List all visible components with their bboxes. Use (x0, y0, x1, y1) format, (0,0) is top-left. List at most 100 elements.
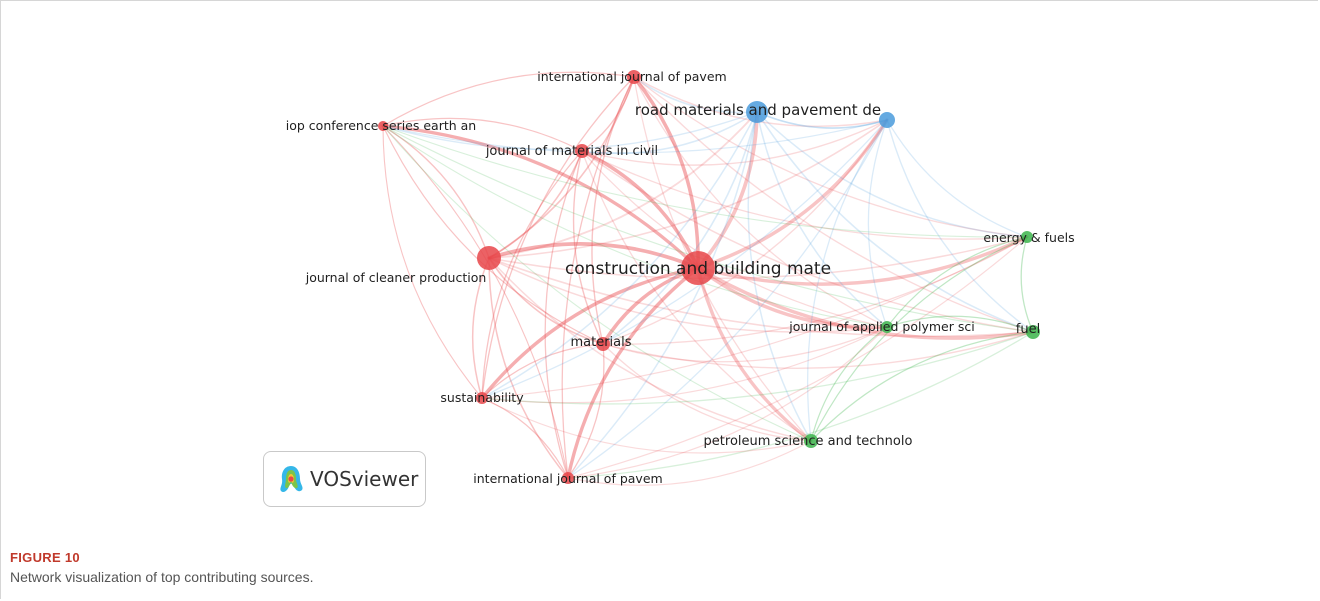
network-edge (581, 150, 812, 442)
network-edge (867, 119, 888, 328)
network-edge (696, 235, 1029, 286)
network-visualization[interactable]: construction and building mate journal of… (0, 0, 1320, 545)
network-node-rmpd[interactable] (746, 101, 768, 123)
network-edge (487, 242, 700, 270)
network-edge (572, 150, 604, 345)
network-edge (481, 236, 1028, 399)
network-edge (602, 119, 888, 345)
network-edge (480, 266, 700, 400)
node-label-japs[interactable]: journal of applied polymer sci (788, 319, 974, 334)
node-label-iop[interactable]: iop conference series earth an (286, 118, 476, 133)
node-label-jcp[interactable]: journal of cleaner production (305, 270, 487, 285)
figure-caption-text: Network visualization of top contributin… (10, 569, 314, 585)
network-edge (481, 111, 758, 399)
network-node-ijp1[interactable] (627, 70, 641, 84)
network-edge (481, 331, 1034, 405)
network-edge (602, 343, 812, 442)
network-edge (488, 111, 758, 259)
network-node-blue2[interactable] (879, 112, 895, 128)
network-edge (488, 257, 1034, 337)
network-node-jmc[interactable] (575, 144, 589, 158)
network-edge (481, 76, 635, 399)
network-edge (602, 331, 1034, 369)
network-node-pst[interactable] (804, 434, 818, 448)
network-edge (581, 150, 1034, 333)
network-node-sus[interactable] (476, 392, 488, 404)
network-edge (567, 440, 812, 486)
network-edge (481, 397, 569, 479)
network-edge (581, 150, 888, 328)
network-edge (756, 111, 1028, 238)
node-label-jmc[interactable]: journal of materials in civil (485, 144, 658, 159)
edge-layer (381, 71, 1035, 486)
network-edge (810, 331, 1034, 442)
network-edge (632, 75, 700, 270)
node-label-sus[interactable]: sustainability (440, 390, 524, 405)
network-edge (481, 343, 604, 399)
network-edge (488, 257, 812, 442)
network-edge (488, 119, 888, 259)
vosviewer-brand-text: VOSviewer (310, 467, 419, 491)
network-edge (696, 266, 813, 443)
network-edge (566, 266, 700, 480)
network-edge (544, 150, 583, 479)
network-edge (886, 119, 1034, 333)
network-edge (581, 150, 1028, 240)
network-edge (561, 76, 635, 479)
network-edge (602, 236, 1028, 345)
node-label-mat[interactable]: materials (570, 335, 631, 350)
network-edge (696, 266, 889, 329)
network-edge (382, 125, 490, 259)
network-node-iop[interactable] (378, 121, 388, 131)
network-edge (382, 125, 604, 345)
network-edge (567, 331, 1034, 479)
network-edge (696, 110, 759, 270)
network-node-ef[interactable] (1021, 231, 1033, 243)
label-layer: construction and building mate journal of… (286, 69, 1075, 486)
network-edge (481, 397, 812, 454)
node-label-ef[interactable]: energy & fuels (983, 230, 1074, 245)
vosviewer-logo: VOSviewer (263, 451, 426, 507)
network-edge (756, 111, 1034, 333)
network-edge (886, 119, 1028, 238)
network-edge (747, 111, 812, 442)
network-edge (886, 236, 1028, 328)
node-label-fuel[interactable]: fuel (1016, 322, 1040, 337)
network-node-japs[interactable] (881, 321, 893, 333)
network-edge (633, 76, 758, 114)
network-edge (382, 111, 758, 151)
node-label-ijp1[interactable]: international journal of pavem (537, 69, 726, 84)
network-edge (567, 236, 1028, 479)
network-node-ijp2[interactable] (562, 472, 574, 484)
network-edge (567, 343, 605, 479)
network-node-jcp[interactable] (477, 246, 501, 270)
network-edge (756, 111, 888, 328)
network-edge (602, 326, 888, 363)
network-node-fuel[interactable] (1026, 325, 1040, 339)
network-edge (810, 236, 1028, 442)
network-edge (581, 111, 758, 155)
node-label-cbm[interactable]: construction and building mate (565, 259, 831, 279)
node-label-pst[interactable]: petroleum science and technolo (704, 434, 913, 449)
network-edge (1020, 236, 1034, 333)
network-edge (567, 111, 758, 479)
network-edge (581, 119, 888, 166)
network-edge (633, 76, 1034, 333)
network-edge (756, 111, 888, 129)
network-edge (602, 111, 758, 345)
network-edge (567, 326, 888, 479)
network-edge (591, 76, 635, 345)
network-node-mat[interactable] (596, 337, 610, 351)
network-edge (696, 118, 889, 270)
network-node-cbm[interactable] (681, 251, 715, 285)
network-edge (696, 266, 1035, 340)
network-edge (382, 125, 483, 399)
network-edge (633, 76, 888, 328)
figure-caption: FIGURE 10 Network visualization of top c… (10, 550, 313, 585)
node-label-ijp2[interactable]: international journal of pavem (473, 471, 662, 486)
node-label-rmpd[interactable]: road materials and pavement de (635, 101, 881, 119)
network-edge (382, 71, 635, 127)
network-edge (567, 119, 888, 479)
network-edge (488, 257, 604, 345)
